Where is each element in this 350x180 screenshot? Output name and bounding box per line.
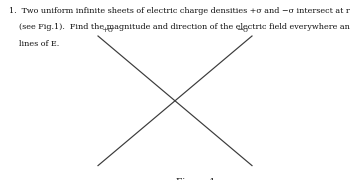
Text: −σ: −σ (236, 26, 248, 34)
Text: 1.  Two uniform infinite sheets of electric charge densities +σ and −σ intersect: 1. Two uniform infinite sheets of electr… (9, 7, 350, 15)
Text: +σ: +σ (102, 26, 114, 34)
Text: Figure 1: Figure 1 (176, 178, 216, 180)
Text: (see Fig.1).  Find the magnitude and direction of the electric field everywhere : (see Fig.1). Find the magnitude and dire… (9, 23, 350, 31)
Text: lines of E.: lines of E. (9, 40, 59, 48)
